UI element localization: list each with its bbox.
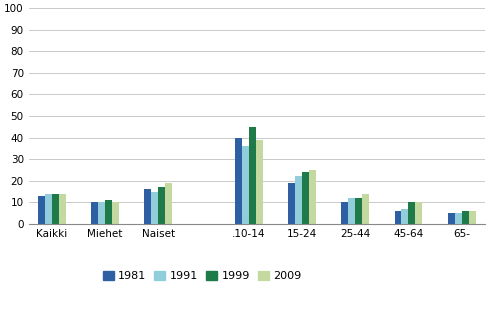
Bar xyxy=(407,202,414,224)
Bar xyxy=(287,183,294,224)
Bar xyxy=(98,202,105,224)
Bar xyxy=(241,146,248,224)
Bar xyxy=(394,211,401,224)
Bar xyxy=(112,202,119,224)
Bar xyxy=(447,213,454,224)
Bar xyxy=(248,127,255,224)
Bar xyxy=(59,194,65,224)
Bar xyxy=(341,202,347,224)
Bar xyxy=(144,190,151,224)
Bar xyxy=(354,198,362,224)
Bar xyxy=(461,211,468,224)
Bar xyxy=(91,202,98,224)
Bar xyxy=(38,196,45,224)
Bar xyxy=(414,202,422,224)
Bar xyxy=(52,194,59,224)
Bar xyxy=(401,209,407,224)
Bar xyxy=(105,200,112,224)
Bar xyxy=(255,140,262,224)
Bar xyxy=(158,187,165,224)
Bar xyxy=(294,176,301,224)
Bar xyxy=(362,194,368,224)
Bar xyxy=(301,172,308,224)
Bar xyxy=(454,213,461,224)
Bar xyxy=(165,183,172,224)
Legend: 1981, 1991, 1999, 2009: 1981, 1991, 1999, 2009 xyxy=(98,266,305,286)
Bar xyxy=(468,211,475,224)
Bar xyxy=(234,138,241,224)
Bar xyxy=(347,198,354,224)
Bar xyxy=(45,194,52,224)
Bar xyxy=(151,191,158,224)
Bar xyxy=(308,170,315,224)
